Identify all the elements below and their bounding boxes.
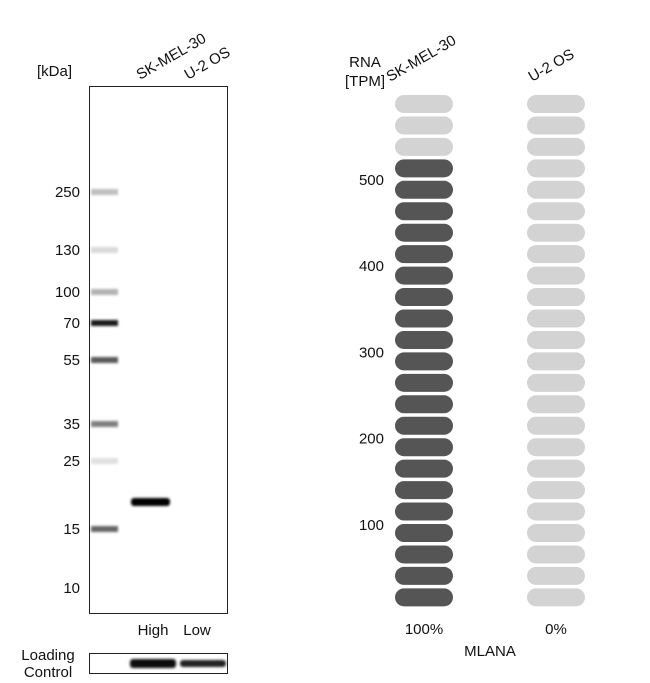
rna-pill (527, 137, 585, 156)
loading-band (180, 660, 226, 667)
rna-pill (527, 459, 585, 478)
rna-pill (527, 502, 585, 521)
ladder-band (91, 526, 118, 532)
ladder-band (91, 289, 118, 295)
rna-pill (395, 545, 453, 564)
y-tick-label: 100 (359, 517, 384, 534)
rna-pill (395, 202, 453, 221)
ladder-band (91, 421, 118, 427)
rna-pill (527, 588, 585, 607)
ladder-band (91, 320, 118, 326)
column-label: U-2 OS (526, 46, 578, 86)
rna-pill (527, 116, 585, 135)
rna-pill (527, 395, 585, 414)
axis-label: RNA (349, 54, 381, 71)
level-label: High (138, 622, 169, 639)
loading-label: Control (24, 664, 72, 678)
marker-label: 100 (55, 284, 80, 301)
rna-pill (527, 202, 585, 221)
column-label: SK-MEL-30 (384, 32, 460, 85)
rna-pill (395, 588, 453, 607)
percent-label: 100% (405, 621, 443, 638)
level-label: Low (183, 622, 211, 639)
unit-label: [kDa] (37, 63, 72, 80)
marker-label: 70 (63, 315, 80, 332)
y-tick-label: 500 (359, 172, 384, 189)
sample-band (131, 498, 170, 506)
rna-pill (395, 137, 453, 156)
rna-pill (395, 330, 453, 349)
rna-pill (527, 352, 585, 371)
rna-pill (395, 481, 453, 500)
rna-pill (527, 223, 585, 242)
rna-pill (395, 95, 453, 113)
marker-label: 250 (55, 184, 80, 201)
y-tick-label: 300 (359, 344, 384, 361)
rna-pill (395, 373, 453, 392)
marker-label: 35 (63, 416, 80, 433)
rna-pill (527, 438, 585, 457)
loading-label: Loading (21, 647, 74, 664)
rna-pill (395, 180, 453, 199)
rna-pill (395, 159, 453, 178)
rna-pill (527, 481, 585, 500)
rna-pill (527, 95, 585, 113)
ladder-band (91, 247, 118, 253)
marker-label: 130 (55, 242, 80, 259)
rna-pill (527, 309, 585, 328)
rna-pill (395, 438, 453, 457)
axis-label: [TPM] (345, 73, 385, 90)
loading-band (130, 659, 176, 668)
rna-pill (527, 566, 585, 585)
rna-pill (395, 245, 453, 264)
rna-pill (395, 566, 453, 585)
rna-pill (395, 116, 453, 135)
marker-label: 25 (63, 453, 80, 470)
rna-pill (395, 309, 453, 328)
rna-pill (395, 288, 453, 307)
rna-pill (395, 459, 453, 478)
rna-pill (527, 330, 585, 349)
rna-pill (527, 545, 585, 564)
rna-pill (527, 524, 585, 542)
marker-label: 15 (63, 521, 80, 538)
rna-pill (395, 352, 453, 371)
rna-pill (527, 159, 585, 178)
rna-pill (527, 266, 585, 285)
rna-pill (527, 245, 585, 264)
marker-label: 55 (63, 352, 80, 369)
y-tick-label: 200 (359, 431, 384, 448)
ladder-band (91, 357, 118, 363)
gene-label: MLANA (464, 643, 516, 660)
rna-pill (395, 266, 453, 285)
rna-pill (527, 180, 585, 199)
rna-pill (527, 416, 585, 435)
ladder-band (91, 189, 118, 195)
rna-pill (527, 373, 585, 392)
rna-pill (395, 524, 453, 542)
ladder-band (91, 458, 118, 464)
marker-label: 10 (63, 580, 80, 597)
rna-pill (395, 223, 453, 242)
rna-pill (395, 502, 453, 521)
percent-label: 0% (545, 621, 567, 638)
rna-pill (527, 288, 585, 307)
blot-box (89, 86, 228, 614)
rna-pill (395, 416, 453, 435)
rna-pill (395, 395, 453, 414)
y-tick-label: 400 (359, 258, 384, 275)
